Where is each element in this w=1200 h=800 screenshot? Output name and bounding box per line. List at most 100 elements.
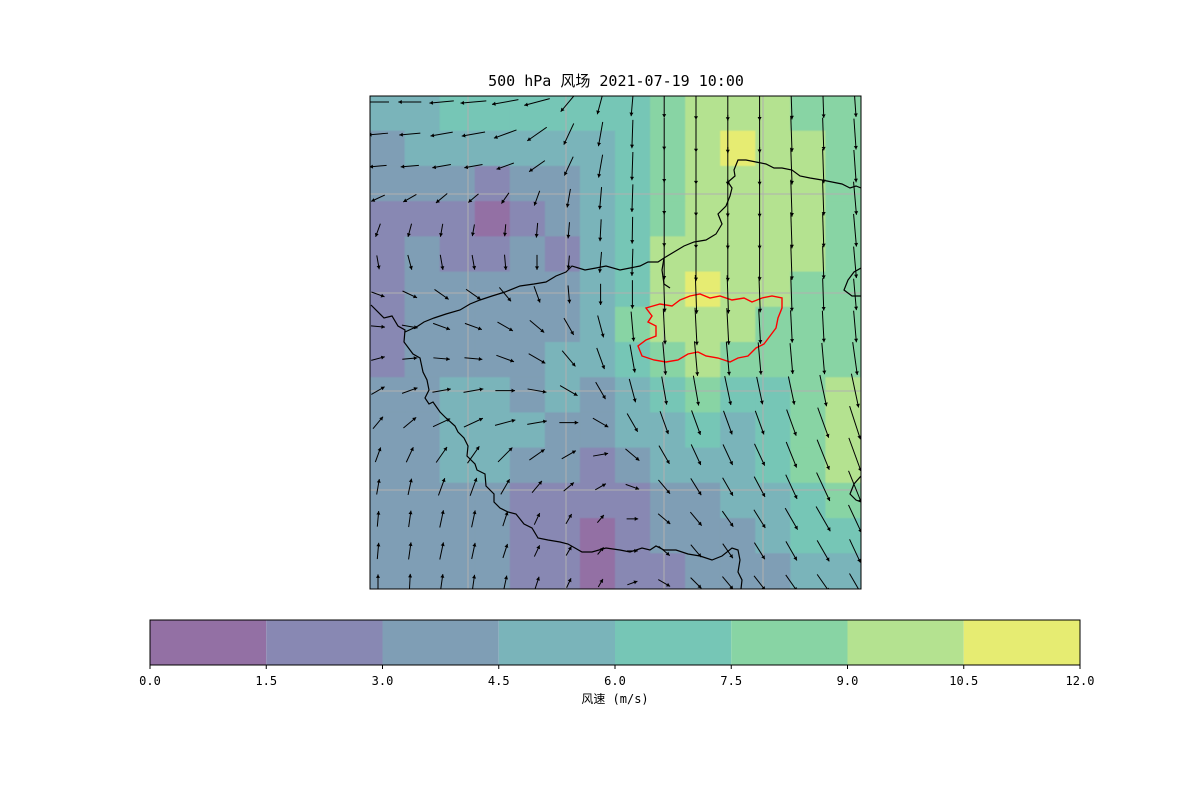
- wind-vector-arrow: [435, 193, 448, 204]
- wind-speed-cell: [790, 96, 827, 132]
- map-title: 500 hPa 风场 2021-07-19 10:00: [488, 72, 744, 90]
- colorbar-bin: [498, 620, 615, 665]
- wind-speed-cell: [579, 96, 616, 132]
- wind-vector-arrow: [495, 388, 516, 393]
- wind-speed-cell: [474, 447, 511, 484]
- wind-vector-arrow: [662, 149, 667, 183]
- wind-vector-arrow: [432, 387, 451, 393]
- wind-vector-arrow: [497, 447, 513, 463]
- wind-vector-arrow: [563, 156, 574, 176]
- wind-speed-cell: [685, 236, 722, 273]
- colorbar-tick-label: 4.5: [488, 674, 510, 688]
- wind-speed-cell: [579, 553, 616, 589]
- wind-vector-arrow: [408, 573, 413, 589]
- wind-speed-cell: [404, 96, 441, 132]
- wind-speed-cell: [755, 553, 792, 589]
- wind-vector-arrow: [848, 504, 861, 533]
- wind-vector-arrow: [753, 575, 766, 589]
- wind-vector-arrow: [850, 373, 860, 408]
- wind-vector-arrow: [528, 353, 546, 364]
- wind-speed-cell: [685, 271, 722, 308]
- wind-vector-arrow: [464, 164, 483, 170]
- wind-vector-arrow: [853, 149, 858, 183]
- wind-vector-arrow: [566, 255, 571, 270]
- wind-vector-arrow: [597, 315, 605, 338]
- wind-vector-arrow: [821, 342, 827, 375]
- wind-vector-arrow: [723, 410, 733, 435]
- wind-vector-arrow: [753, 542, 766, 560]
- wind-speed-cell: [439, 201, 476, 238]
- wind-vector-arrow: [399, 132, 421, 137]
- wind-vector-arrow: [502, 511, 509, 527]
- wind-speed-cell: [404, 306, 441, 343]
- colorbar-tick-label: 1.5: [255, 674, 277, 688]
- wind-vector-arrow: [402, 193, 417, 203]
- wind-speed-cell: [509, 412, 546, 449]
- wind-speed-cell: [579, 342, 616, 379]
- wind-vector-arrow: [630, 280, 635, 309]
- wind-vector-arrow: [502, 543, 509, 559]
- wind-speed-cell: [755, 236, 792, 273]
- colorbar-tick-label: 0.0: [139, 674, 161, 688]
- wind-speed-cell: [685, 130, 722, 167]
- wind-vector-arrow: [407, 254, 413, 270]
- wind-vector-arrow: [565, 188, 571, 208]
- wind-vector-arrow: [566, 578, 572, 588]
- wind-vector-arrow: [467, 193, 479, 203]
- wind-vector-arrow: [852, 342, 859, 376]
- wind-speed-cell: [720, 271, 757, 308]
- wind-vector-arrow: [529, 320, 545, 333]
- wind-vector-arrow: [529, 448, 545, 461]
- wind-speed-cell: [439, 130, 476, 167]
- wind-speed-cell: [404, 201, 441, 238]
- wind-vector-arrow: [598, 219, 603, 242]
- wind-speed-cell: [579, 377, 616, 414]
- wind-vector-arrow: [787, 376, 796, 405]
- wind-vector-arrow: [371, 291, 385, 298]
- wind-vector-arrow: [630, 184, 635, 213]
- wind-vector-arrow: [371, 194, 385, 202]
- wind-vector-arrow: [722, 444, 734, 466]
- wind-speed-cell: [790, 377, 827, 414]
- wind-vector-arrow: [725, 341, 731, 376]
- wind-speed-cell: [439, 447, 476, 484]
- wind-vector-arrow: [629, 344, 637, 373]
- wind-speed-cell: [404, 553, 441, 589]
- wind-speed-cell: [370, 553, 406, 589]
- wind-speed-cell: [579, 412, 616, 449]
- wind-vector-arrow: [471, 542, 477, 560]
- wind-vector-arrow: [848, 470, 861, 503]
- wind-vector-arrow: [464, 322, 483, 331]
- wind-speed-cell: [439, 553, 476, 589]
- wind-speed-cell: [544, 306, 581, 343]
- wind-vector-arrow: [469, 477, 478, 496]
- wind-vector-arrow: [494, 418, 516, 426]
- wind-vector-arrow: [661, 376, 669, 405]
- wind-vector-arrow: [464, 357, 483, 362]
- wind-vector-arrow: [372, 416, 384, 429]
- colorbar-bin: [150, 620, 267, 665]
- wind-vector-arrow: [598, 251, 603, 273]
- wind-speed-cell: [720, 236, 757, 273]
- wind-speed-cell: [370, 518, 406, 555]
- wind-vector-arrow: [592, 417, 609, 428]
- wind-vector-arrow: [434, 289, 449, 300]
- highlight-region-outline: [637, 293, 783, 363]
- wind-vector-arrow: [786, 409, 797, 436]
- wind-speed-cell: [474, 130, 511, 167]
- wind-vector-arrow: [524, 98, 550, 107]
- wind-vector-arrow: [566, 222, 571, 239]
- wind-vector-arrow: [816, 540, 830, 562]
- wind-speed-cell: [579, 447, 616, 484]
- wind-speed-cell: [790, 306, 827, 343]
- wind-vector-arrow: [565, 546, 572, 556]
- wind-vector-arrow: [849, 405, 861, 440]
- wind-vector-arrow: [533, 545, 541, 557]
- wind-vector-arrow: [527, 388, 547, 394]
- wind-speed-cell: [544, 553, 581, 589]
- wind-speed-cell: [474, 271, 511, 308]
- wind-speed-cell: [755, 447, 792, 484]
- wind-vector-arrow: [821, 213, 826, 248]
- wind-vector-arrow: [758, 309, 763, 344]
- wind-vector-arrow: [467, 445, 480, 464]
